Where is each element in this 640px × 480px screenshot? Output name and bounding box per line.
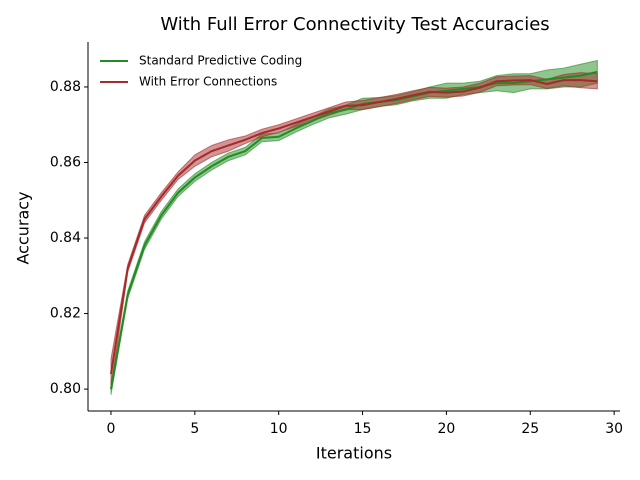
- x-tick-label: 10: [270, 421, 288, 437]
- error-band: [110, 72, 598, 390]
- x-tick-label: 5: [190, 421, 199, 437]
- y-axis-label: Accuracy: [14, 191, 33, 264]
- y-tick-label: 0.88: [50, 79, 81, 95]
- x-tick-label: 30: [605, 421, 623, 437]
- y-tick-label: 0.80: [50, 381, 81, 397]
- x-axis-label: Iterations: [316, 444, 392, 463]
- legend-label: Standard Predictive Coding: [139, 54, 302, 68]
- x-tick-label: 0: [107, 421, 116, 437]
- x-tick-label: 15: [354, 421, 372, 437]
- x-tick-label: 25: [521, 421, 539, 437]
- line: [109, 70, 598, 390]
- x-tick-label: 20: [437, 421, 455, 437]
- y-tick-label: 0.84: [50, 230, 81, 246]
- line: [109, 79, 598, 375]
- chart-title: With Full Error Connectivity Test Accura…: [160, 14, 549, 35]
- y-tick-label: 0.86: [50, 154, 81, 170]
- y-tick-label: 0.82: [50, 306, 81, 322]
- legend-label: With Error Connections: [139, 75, 277, 89]
- error-band: [110, 59, 598, 395]
